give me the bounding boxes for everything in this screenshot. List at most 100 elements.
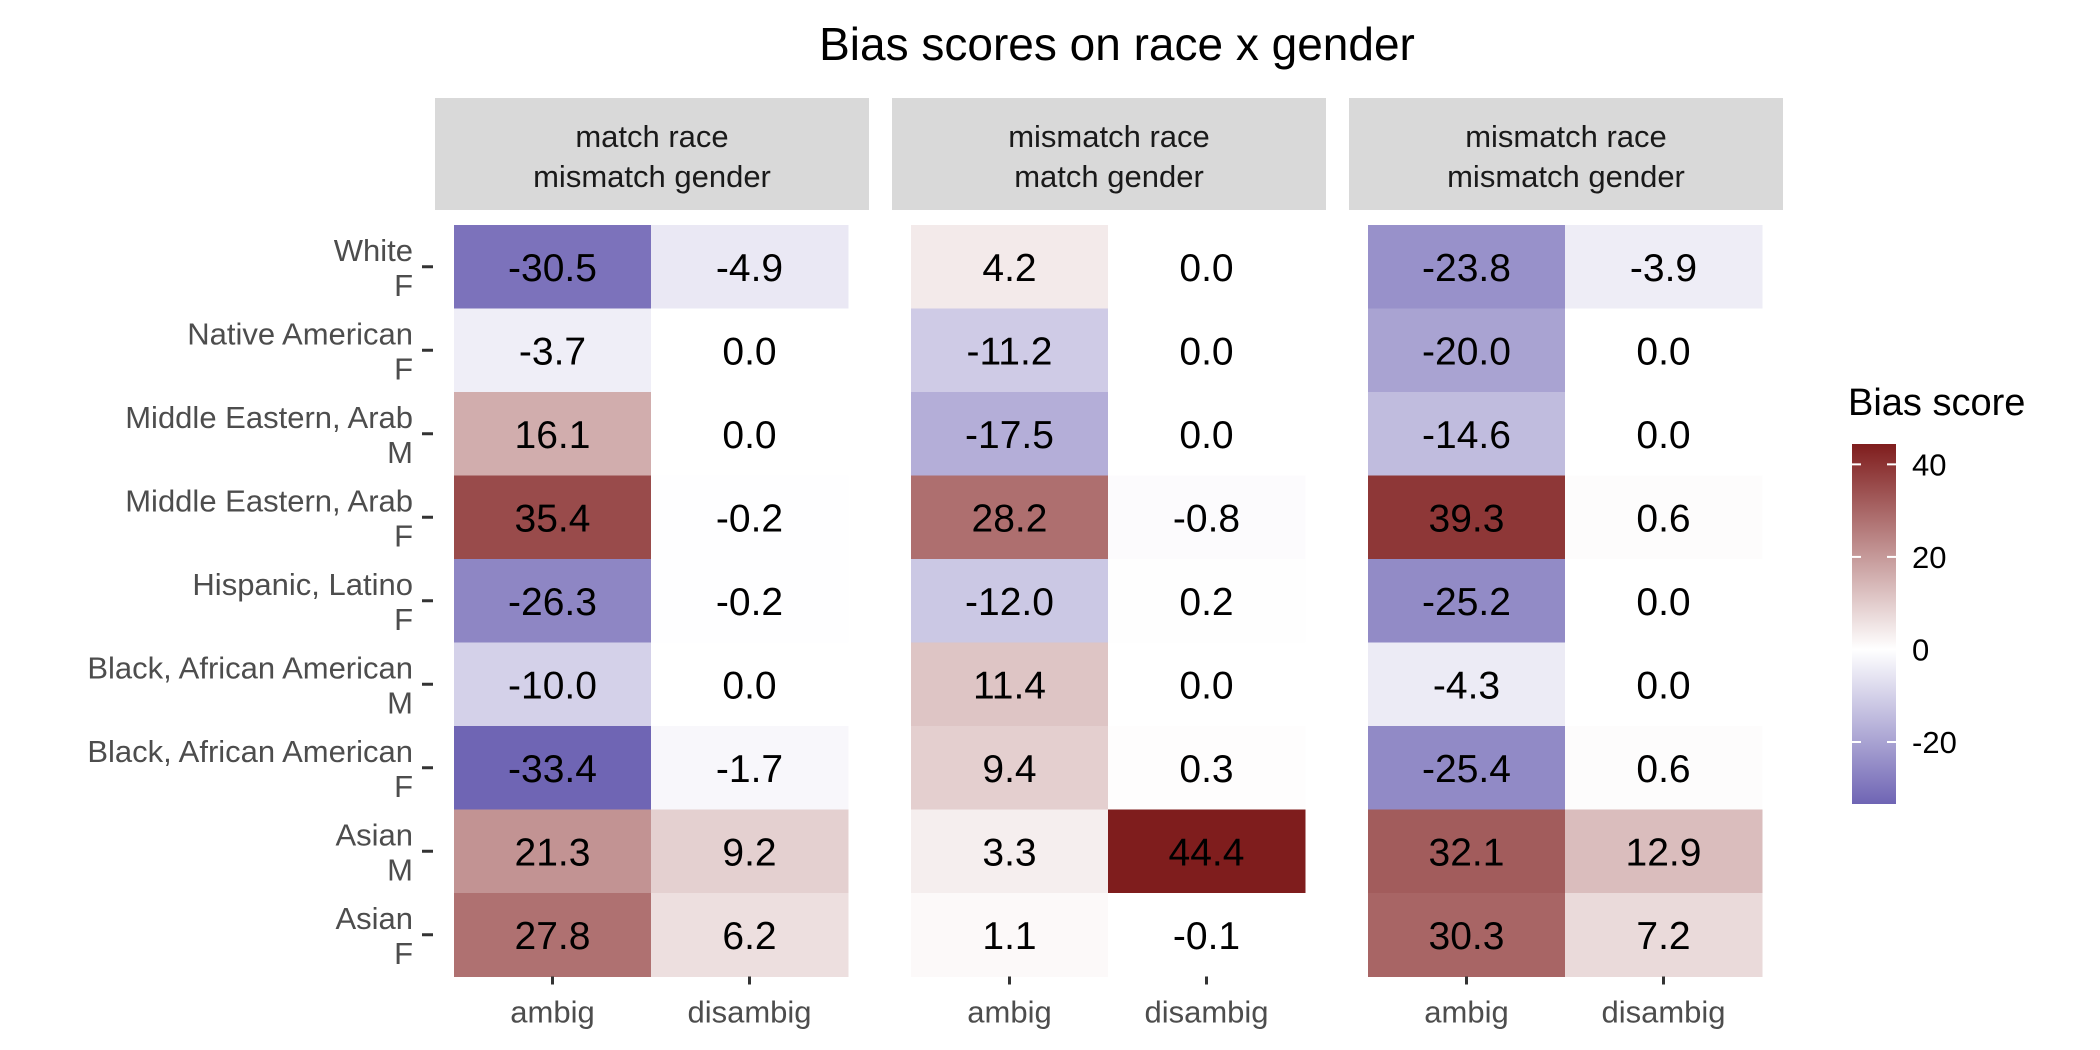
heatmap-cell bbox=[1565, 893, 1763, 977]
legend-tick-label: 0 bbox=[1912, 632, 1929, 667]
cell-value-label: 32.1 bbox=[1429, 831, 1505, 874]
heatmap-cell bbox=[1108, 225, 1306, 309]
cell-value-label: 0.0 bbox=[722, 664, 776, 707]
x-tick-label: disambig bbox=[1601, 995, 1725, 1030]
heatmap-cell bbox=[1108, 893, 1306, 977]
cell-value-label: 30.3 bbox=[1429, 915, 1505, 958]
cell-value-label: -1.7 bbox=[716, 748, 783, 791]
heatmap-cell bbox=[651, 475, 849, 560]
cell-value-label: 0.0 bbox=[1636, 581, 1690, 624]
cell-value-label: -17.5 bbox=[965, 414, 1054, 457]
facet-strip bbox=[892, 98, 1326, 210]
facet-strip-label: match race bbox=[575, 119, 728, 154]
cell-value-label: 28.2 bbox=[972, 497, 1048, 540]
legend-tick-label: 20 bbox=[1912, 540, 1946, 575]
cell-value-label: 35.4 bbox=[515, 497, 591, 540]
heatmap-cell bbox=[1108, 308, 1306, 393]
heatmap-cell bbox=[1108, 809, 1306, 894]
heatmap-cell bbox=[1108, 392, 1306, 476]
cell-value-label: 0.0 bbox=[1636, 330, 1690, 373]
facet-strip-label: mismatch race bbox=[1008, 119, 1210, 154]
heatmap-cell bbox=[1565, 809, 1763, 894]
cell-value-label: -10.0 bbox=[508, 664, 597, 707]
heatmap-cell bbox=[1368, 475, 1566, 560]
heatmap-cell bbox=[1108, 559, 1306, 643]
cell-value-label: 0.6 bbox=[1636, 748, 1690, 791]
heatmap-cell bbox=[1565, 642, 1763, 727]
row-label-group: Black, African American bbox=[87, 734, 413, 769]
heatmap-cell bbox=[911, 726, 1109, 810]
legend: Bias score 40 20 0 -20 bbox=[1848, 382, 2025, 804]
cell-value-label: -25.4 bbox=[1422, 748, 1511, 791]
heatmap-cell bbox=[1368, 225, 1566, 309]
cell-value-label: -0.8 bbox=[1173, 497, 1240, 540]
cell-value-label: -4.3 bbox=[1433, 664, 1500, 707]
heatmap-cell bbox=[911, 225, 1109, 309]
facet-panels: match race mismatch gender -30.5 -4.9 -3.7 0.… bbox=[435, 98, 1783, 1030]
row-label-group: Asian bbox=[335, 901, 413, 936]
cell-value-label: -0.1 bbox=[1173, 915, 1240, 958]
heatmap-cell bbox=[1368, 809, 1566, 894]
heatmap-cell bbox=[1368, 893, 1566, 977]
heatmap-cell bbox=[651, 225, 849, 309]
x-tick-label: ambig bbox=[1424, 995, 1508, 1030]
cell-value-label: 0.0 bbox=[1179, 247, 1233, 290]
cell-value-label: 0.0 bbox=[722, 330, 776, 373]
cell-value-label: 0.6 bbox=[1636, 497, 1690, 540]
heatmap-cell bbox=[911, 475, 1109, 560]
cell-value-label: 9.2 bbox=[722, 831, 776, 874]
facet-panel-2: mismatch race match gender 4.2 0.0 -11.2 0.0 -… bbox=[892, 98, 1326, 1030]
cell-value-label: 3.3 bbox=[982, 831, 1036, 874]
heatmap-cell bbox=[1565, 225, 1763, 309]
cell-value-label: -25.2 bbox=[1422, 581, 1511, 624]
row-label-group: Asian bbox=[335, 817, 413, 852]
cell-value-label: 7.2 bbox=[1636, 915, 1690, 958]
cell-value-label: 1.1 bbox=[982, 915, 1036, 958]
cell-value-label: 0.0 bbox=[1636, 414, 1690, 457]
heatmap-cell bbox=[1108, 642, 1306, 727]
legend-tick-label: 40 bbox=[1912, 447, 1946, 482]
heatmap-cell bbox=[1565, 308, 1763, 393]
cell-value-label: 11.4 bbox=[973, 664, 1046, 707]
row-label-gender: M bbox=[387, 435, 413, 470]
heatmap-cell bbox=[454, 893, 652, 977]
heatmap-cell bbox=[1565, 559, 1763, 643]
heatmap-cell bbox=[1108, 475, 1306, 560]
heatmap-cell bbox=[911, 809, 1109, 894]
heatmap-cell bbox=[454, 809, 652, 894]
cell-value-label: 0.0 bbox=[1636, 664, 1690, 707]
legend-title: Bias score bbox=[1848, 382, 2025, 424]
x-tick-label: ambig bbox=[510, 995, 594, 1030]
row-label-gender: F bbox=[394, 351, 413, 386]
heatmap-cell bbox=[1368, 559, 1566, 643]
cell-value-label: 0.0 bbox=[722, 414, 776, 457]
cell-value-label: 9.4 bbox=[982, 748, 1036, 791]
cell-value-label: 44.4 bbox=[1169, 831, 1245, 874]
row-label-group: Middle Eastern, Arab bbox=[125, 400, 413, 435]
row-label-gender: F bbox=[394, 518, 413, 553]
cell-value-label: -14.6 bbox=[1422, 414, 1511, 457]
heatmap-cell bbox=[1368, 642, 1566, 727]
cell-value-label: 4.2 bbox=[982, 247, 1036, 290]
heatmap-cell bbox=[911, 308, 1109, 393]
cell-value-label: 39.3 bbox=[1429, 497, 1505, 540]
row-label-gender: F bbox=[394, 602, 413, 637]
heatmap-cell bbox=[651, 809, 849, 894]
heatmap-cell bbox=[1565, 392, 1763, 476]
cell-value-label: 21.3 bbox=[515, 831, 591, 874]
facet-strip-label: mismatch race bbox=[1465, 119, 1667, 154]
cell-value-label: -23.8 bbox=[1422, 247, 1511, 290]
heatmap-cell bbox=[1368, 392, 1566, 476]
heatmap-cell bbox=[1565, 726, 1763, 810]
legend-ticks: 40 20 0 -20 bbox=[1852, 447, 1957, 760]
heatmap-cell bbox=[651, 308, 849, 393]
row-label-group: Hispanic, Latino bbox=[192, 567, 413, 602]
cell-value-label: 0.0 bbox=[1179, 414, 1233, 457]
cell-value-label: -3.7 bbox=[519, 330, 586, 373]
heatmap-cell bbox=[454, 726, 652, 810]
cell-value-label: 0.3 bbox=[1179, 748, 1233, 791]
cell-value-label: -4.9 bbox=[716, 247, 783, 290]
heatmap-cell bbox=[454, 308, 652, 393]
facet-strip bbox=[1349, 98, 1783, 210]
